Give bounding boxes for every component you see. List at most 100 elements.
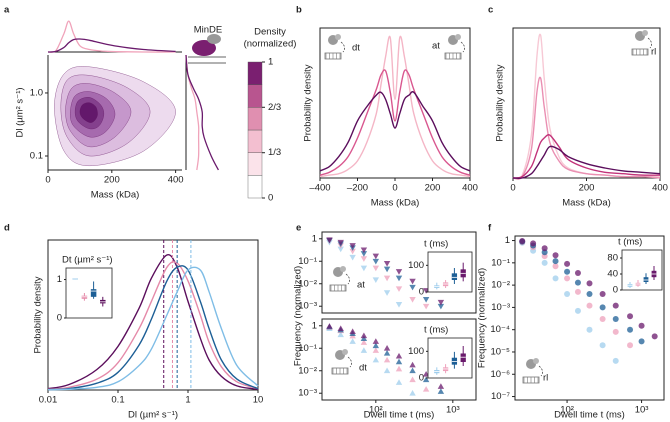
point: [360, 265, 368, 272]
annotation: rl: [651, 47, 656, 58]
y-tick-label: 10⁻³: [491, 302, 510, 313]
colorbar-band: [247, 61, 263, 85]
point: [395, 365, 403, 372]
point: [574, 279, 581, 286]
point: [383, 345, 391, 351]
point: [372, 356, 380, 363]
inset-title: Dt (µm² s⁻¹): [62, 255, 113, 266]
x-tick-label: 10: [253, 395, 264, 406]
point: [372, 342, 380, 349]
x-tick-label: 0: [510, 183, 515, 194]
point: [372, 347, 380, 353]
point: [395, 302, 403, 308]
point: [586, 290, 593, 297]
line: [319, 91, 471, 172]
y-tick-label: 10⁻¹: [298, 256, 317, 267]
x-tick-label: 10³: [635, 405, 649, 416]
colorbar-band: [247, 84, 263, 108]
point: [383, 275, 391, 282]
annotation: dt: [359, 363, 367, 374]
x-axis-label: Dwell time t (ms): [554, 410, 625, 421]
point: [612, 316, 619, 323]
line: [319, 35, 471, 178]
line: [512, 134, 661, 179]
point: [349, 254, 356, 261]
y-tick-label: 10⁻²: [298, 365, 317, 376]
line: [512, 76, 661, 180]
box: [90, 289, 97, 297]
y-tick-label: 10⁻³: [298, 388, 317, 399]
y-tick-label: 10⁻²: [298, 278, 317, 289]
point: [627, 326, 634, 333]
panel-letter: a: [4, 5, 10, 16]
x-tick-label: 400: [168, 175, 184, 186]
minde-icon: [188, 34, 226, 64]
point: [383, 356, 391, 363]
plot-frame: [47, 239, 259, 391]
protein-icon: [342, 349, 348, 355]
inset-frame: [621, 249, 663, 291]
point: [360, 247, 368, 254]
x-tick-label: –400: [309, 183, 330, 194]
colorbar-band: [247, 152, 263, 176]
plot-frame: [321, 231, 477, 314]
point: [530, 240, 537, 247]
point: [599, 290, 606, 297]
inset-title: t (ms): [618, 237, 642, 248]
panel-letter: c: [488, 5, 493, 16]
x-axis-label: Mass (kDa): [562, 198, 611, 209]
line: [47, 265, 259, 391]
y-axis-label: Probability density: [495, 64, 506, 141]
marginal-line: [47, 20, 176, 53]
point: [564, 268, 571, 275]
point: [409, 390, 416, 396]
point: [599, 342, 606, 349]
inset-tick-label: 100: [408, 260, 424, 271]
point: [383, 367, 391, 374]
point: [612, 328, 619, 335]
point: [437, 388, 445, 394]
plot-frame: [321, 318, 477, 401]
annotation: dt: [352, 43, 360, 54]
point: [586, 326, 593, 333]
y-tick-label: 10⁻⁶: [491, 369, 511, 380]
point: [337, 331, 344, 338]
colorbar-title: (normalized): [244, 39, 297, 50]
point: [326, 237, 333, 243]
x-axis-label: Dwell time t (ms): [364, 410, 435, 421]
y-tick-label: 10⁻⁷: [491, 391, 511, 402]
point: [586, 302, 593, 309]
y-tick-label: 10⁻¹: [298, 343, 317, 354]
plot-frame: [514, 235, 665, 401]
y-tick-label: 10⁻¹: [491, 257, 510, 268]
annotation: rl: [543, 373, 548, 384]
point: [383, 290, 391, 296]
colorbar-tick-label: 1/3: [268, 147, 281, 158]
y-tick-label: 1: [505, 235, 510, 246]
x-tick-label: 400: [462, 183, 478, 194]
point: [349, 243, 356, 249]
x-tick-label: 1: [185, 395, 190, 406]
inset-tick-label: 80: [607, 253, 618, 264]
protein-icon: [533, 358, 539, 364]
inset-title: t (ms): [424, 325, 448, 336]
inset-tick-label: 0: [419, 373, 424, 384]
point: [627, 313, 634, 320]
y-axis-label: Frequency (normalized): [293, 266, 304, 366]
point: [383, 261, 391, 267]
line: [319, 69, 471, 176]
x-axis-label: Mass (kDa): [371, 198, 420, 209]
inset-tick-label: 0: [57, 313, 62, 324]
point: [422, 303, 430, 310]
x-tick-label: 10²: [369, 405, 383, 416]
colorbar-band: [247, 175, 263, 199]
line: [47, 266, 259, 391]
colorbar-tick-label: 0: [268, 193, 273, 204]
y-tick-label: 10⁻²: [491, 280, 510, 291]
point: [519, 238, 526, 245]
y-tick-label: 0.1: [30, 151, 43, 162]
point: [395, 358, 403, 365]
point: [564, 260, 571, 267]
colorbar-tick-label: 1: [268, 57, 273, 68]
